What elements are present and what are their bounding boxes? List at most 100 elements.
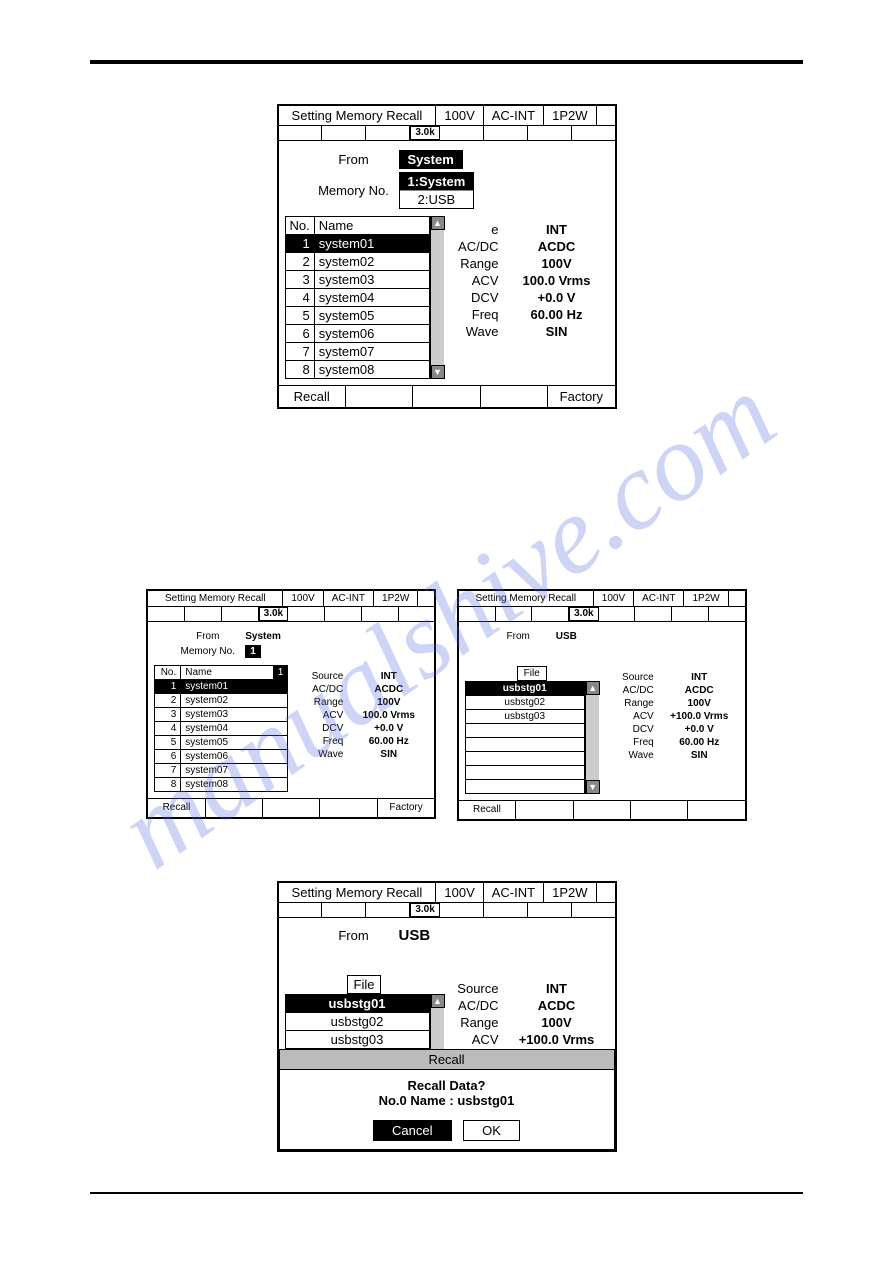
col-extra: 1 [273, 666, 288, 680]
table-row[interactable]: 3system03 [155, 708, 288, 722]
table-row[interactable]: 8system08 [285, 361, 429, 379]
list-item[interactable] [465, 724, 584, 738]
memory-dropdown[interactable]: 1:System 2:USB [399, 172, 475, 209]
param-acv-label: ACV [450, 1032, 505, 1047]
from-label: From [170, 631, 245, 642]
param-wave-value: SIN [505, 324, 609, 339]
list-item[interactable]: usbstg02 [285, 1013, 429, 1031]
param-wave-label: Wave [450, 324, 505, 339]
param-dcv-label: DCV [605, 724, 660, 735]
param-freq-value: 60.00 Hz [349, 736, 428, 747]
param-acdc-label: AC/DC [605, 685, 660, 696]
recall-button[interactable]: Recall [459, 801, 516, 819]
power-badge: 3.0k [410, 126, 439, 140]
param-acv-value: +100.0 Vrms [660, 711, 739, 722]
list-item[interactable]: usbstg01 [465, 682, 584, 696]
header-title: Setting Memory Recall [279, 883, 437, 902]
table-row[interactable]: 5system05 [155, 736, 288, 750]
from-value[interactable]: USB [399, 927, 431, 944]
dialog-message: Recall Data? [290, 1078, 604, 1093]
sub-header: 3.0k [279, 126, 615, 141]
recall-button[interactable]: Recall [279, 386, 346, 407]
from-value[interactable]: System [245, 631, 281, 642]
header-blank [597, 106, 615, 125]
param-acdc-label: AC/DC [450, 239, 505, 254]
param-wave-value: SIN [349, 749, 428, 760]
param-range-label: Range [450, 1015, 505, 1030]
recall-button[interactable]: Recall [148, 799, 205, 817]
cancel-button[interactable]: Cancel [373, 1120, 451, 1141]
dropdown-option-usb[interactable]: 2:USB [400, 191, 474, 208]
panel-recall-usb: Setting Memory Recall 100V AC-INT 1P2W 3… [457, 589, 747, 821]
memory-no-value[interactable]: 1 [245, 645, 261, 658]
param-dcv-value: +0.0 V [505, 290, 609, 305]
list-item[interactable] [465, 780, 584, 794]
table-row[interactable]: 8system08 [155, 778, 288, 792]
table-row[interactable]: 5system05 [285, 307, 429, 325]
param-source-label: Source [605, 672, 660, 683]
list-item[interactable] [465, 752, 584, 766]
param-range-label: Range [605, 698, 660, 709]
power-badge: 3.0k [410, 903, 439, 917]
param-wave-value: SIN [660, 750, 739, 761]
list-item[interactable]: usbstg03 [465, 710, 584, 724]
param-acdc-value: ACDC [505, 239, 609, 254]
param-dcv-value: +0.0 V [349, 723, 428, 734]
factory-button[interactable]: Factory [548, 386, 614, 407]
params-pane: SourceINT AC/DCACDC Range100V ACV+100.0 … [605, 666, 739, 794]
scrollbar[interactable]: ▲ ▼ [585, 681, 599, 794]
params-pane: SourceINT AC/DCACDC Range100V ACV+100.0 … [450, 975, 609, 1049]
page-top-rule [90, 60, 803, 64]
panel-header: Setting Memory Recall 100V AC-INT 1P2W [279, 106, 615, 126]
list-item[interactable]: usbstg01 [285, 995, 429, 1013]
list-item[interactable]: usbstg02 [465, 696, 584, 710]
param-range-label: Range [294, 697, 349, 708]
table-row[interactable]: 1system01 [285, 235, 429, 253]
header-wiring: 1P2W [544, 883, 596, 902]
from-label: From [309, 928, 399, 943]
scroll-up-icon[interactable]: ▲ [431, 994, 445, 1008]
param-range-value: 100V [660, 698, 739, 709]
header-wiring: 1P2W [544, 106, 596, 125]
table-row[interactable]: 1system01 [155, 680, 288, 694]
dialog-title: Recall [280, 1050, 614, 1070]
list-item[interactable] [465, 738, 584, 752]
scroll-down-icon[interactable]: ▼ [431, 365, 445, 379]
scrollbar[interactable]: ▲ [430, 994, 444, 1049]
header-wiring: 1P2W [374, 591, 418, 606]
table-row[interactable]: 7system07 [285, 343, 429, 361]
scroll-up-icon[interactable]: ▲ [586, 681, 600, 695]
col-name: Name [181, 666, 273, 680]
list-item[interactable] [465, 766, 584, 780]
file-list: usbstg01 usbstg02 usbstg03 [285, 994, 430, 1049]
memory-table: No. Name 1 1system01 2system02 3system03… [154, 665, 288, 792]
factory-button[interactable]: Factory [378, 799, 434, 817]
ok-button[interactable]: OK [463, 1120, 520, 1141]
table-row[interactable]: 4system04 [155, 722, 288, 736]
memory-table: No. Name 1system01 2system02 3system03 4… [285, 216, 430, 379]
param-freq-value: 60.00 Hz [660, 737, 739, 748]
col-no: No. [285, 217, 314, 235]
param-source-value: INT [505, 222, 609, 237]
table-row[interactable]: 2system02 [285, 253, 429, 271]
dropdown-option-system[interactable]: 1:System [400, 173, 474, 191]
table-row[interactable]: 2system02 [155, 694, 288, 708]
scroll-up-icon[interactable]: ▲ [431, 216, 445, 230]
scrollbar[interactable]: ▲ ▼ [430, 216, 444, 379]
param-range-value: 100V [505, 1015, 609, 1030]
table-row[interactable]: 4system04 [285, 289, 429, 307]
header-title: Setting Memory Recall [459, 591, 594, 606]
from-value[interactable]: System [399, 150, 463, 169]
param-freq-value: 60.00 Hz [505, 307, 609, 322]
list-item[interactable]: usbstg03 [285, 1031, 429, 1049]
param-range-value: 100V [505, 256, 609, 271]
param-source-value: INT [660, 672, 739, 683]
col-no: No. [155, 666, 181, 680]
table-row[interactable]: 7system07 [155, 764, 288, 778]
scroll-down-icon[interactable]: ▼ [586, 780, 600, 794]
from-value[interactable]: USB [556, 631, 577, 642]
table-row[interactable]: 6system06 [155, 750, 288, 764]
table-row[interactable]: 6system06 [285, 325, 429, 343]
table-row[interactable]: 3system03 [285, 271, 429, 289]
param-acdc-value: ACDC [660, 685, 739, 696]
